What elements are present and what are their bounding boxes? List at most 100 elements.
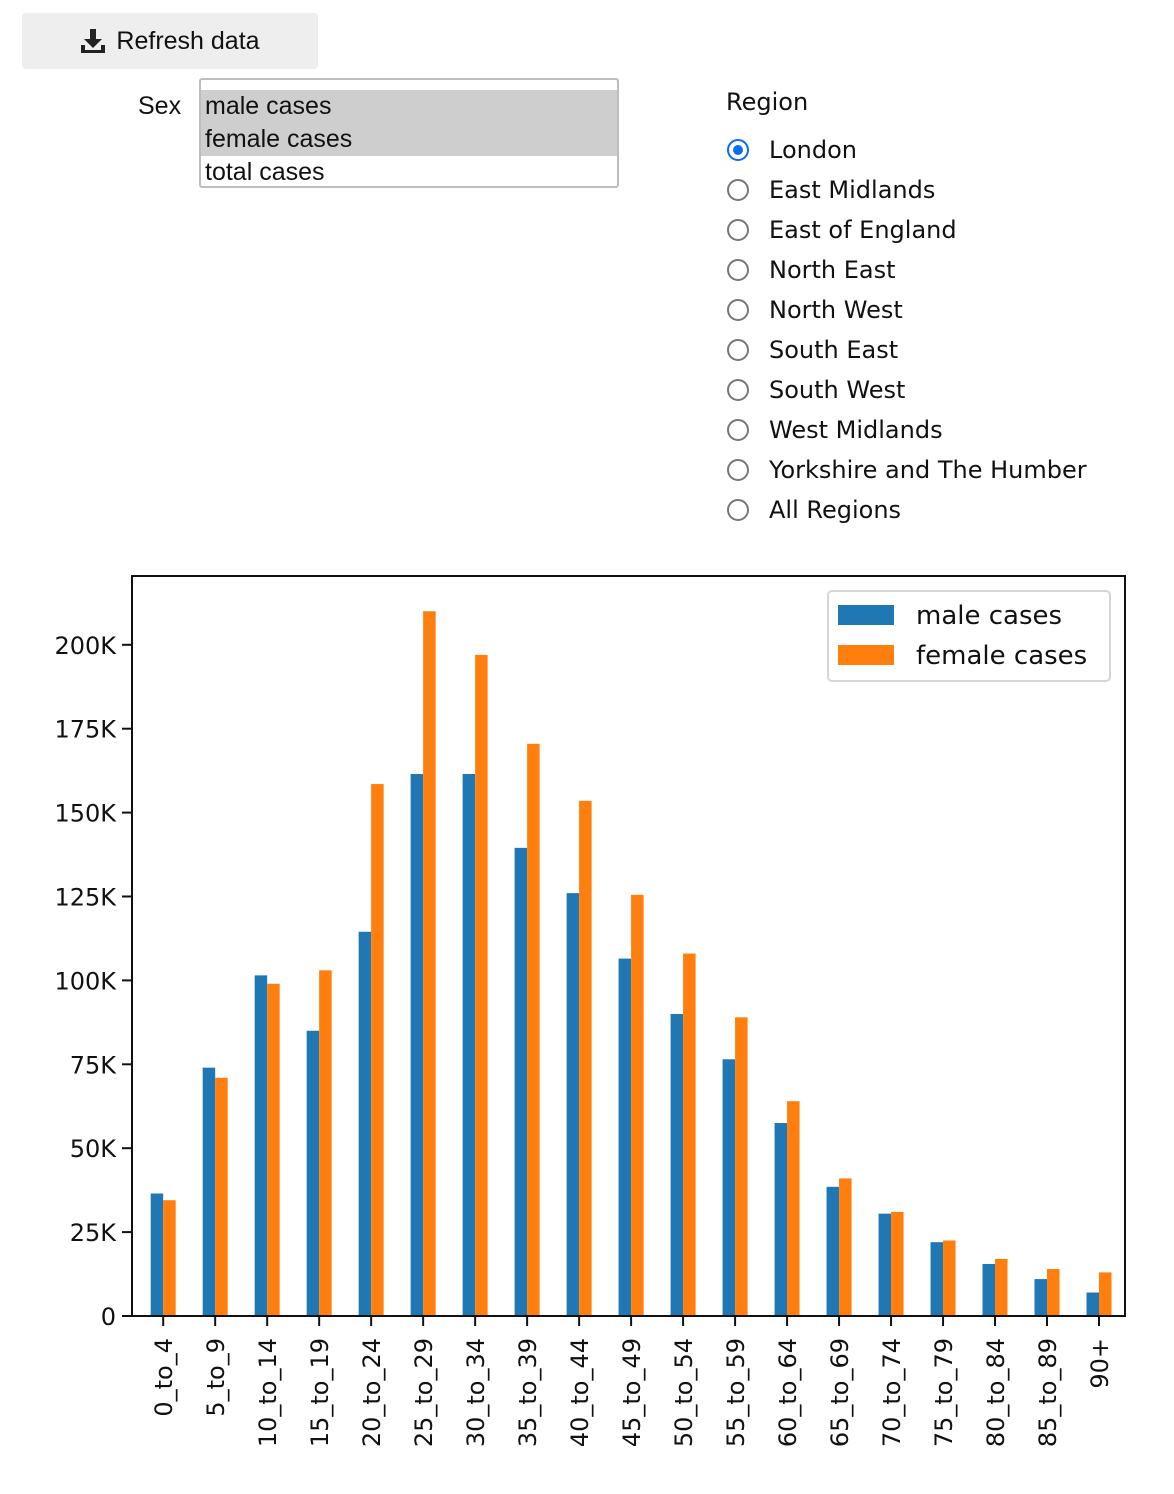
radio-button[interactable] [727, 499, 749, 521]
bar-male-cases-55_to_59 [722, 1059, 736, 1316]
x-tick-label: 40_to_44 [566, 1338, 594, 1447]
region-option-north-west[interactable]: North West [727, 290, 1087, 330]
sex-multiselect[interactable]: male cases female cases total cases [199, 78, 619, 188]
region-option-label: East of England [769, 216, 957, 244]
bar-male-cases-20_to_24 [358, 931, 372, 1316]
bar-male-cases-60_to_64 [774, 1123, 788, 1316]
x-tick-label: 0_to_4 [150, 1338, 178, 1417]
region-option-label: South East [769, 336, 899, 364]
bar-female-cases-55_to_59 [735, 1017, 748, 1316]
region-option-east-of-england[interactable]: East of England [727, 210, 1087, 250]
region-option-east-midlands[interactable]: East Midlands [727, 170, 1087, 210]
region-option-label: South West [769, 376, 906, 404]
bar-female-cases-90+ [1099, 1272, 1112, 1316]
radio-button[interactable] [727, 459, 749, 481]
legend-swatch-male-cases [838, 605, 894, 625]
y-tick-label: 175K [54, 716, 117, 744]
plot-frame [131, 575, 1126, 1317]
bar-female-cases-85_to_89 [1047, 1269, 1060, 1316]
bar-male-cases-85_to_89 [1034, 1279, 1048, 1316]
radio-button[interactable] [727, 419, 749, 441]
region-option-west-midlands[interactable]: West Midlands [727, 410, 1087, 450]
radio-button[interactable] [727, 219, 749, 241]
y-tick-label: 25K [70, 1219, 118, 1247]
bar-female-cases-15_to_19 [319, 970, 332, 1316]
region-option-label: North West [769, 296, 903, 324]
bar-male-cases-90+ [1086, 1292, 1100, 1316]
radio-button[interactable] [727, 179, 749, 201]
bar-female-cases-30_to_34 [475, 654, 488, 1316]
bar-female-cases-65_to_69 [839, 1178, 852, 1316]
bar-female-cases-75_to_79 [943, 1240, 956, 1316]
y-tick-label: 200K [54, 632, 117, 660]
region-option-south-east[interactable]: South East [727, 330, 1087, 370]
bar-female-cases-60_to_64 [787, 1101, 800, 1316]
bar-male-cases-15_to_19 [306, 1030, 320, 1316]
bar-male-cases-10_to_14 [254, 975, 268, 1316]
region-option-label: East Midlands [769, 176, 936, 204]
radio-button[interactable] [727, 139, 749, 161]
x-tick-label: 30_to_34 [462, 1338, 490, 1447]
x-tick-label: 25_to_29 [410, 1338, 438, 1447]
x-tick-label: 70_to_74 [878, 1338, 906, 1447]
bar-female-cases-10_to_14 [267, 983, 280, 1316]
bar-chart: 0 25K 50K 75K 100K 125K 150K 175K 200K 0_to_4 5_to… [54, 575, 1126, 1447]
bar-male-cases-70_to_74 [878, 1213, 892, 1316]
region-radio-group: London East Midlands East of England Nor… [727, 130, 1087, 530]
y-tick-label: 75K [70, 1051, 118, 1079]
sex-option-total-cases[interactable]: total cases [205, 158, 325, 186]
y-tick-label: 125K [54, 883, 117, 911]
sex-option-male-cases[interactable]: male cases [201, 90, 617, 123]
bar-male-cases-45_to_49 [618, 958, 632, 1316]
region-option-label: All Regions [769, 496, 902, 524]
download-icon [80, 28, 106, 54]
region-option-label: Yorkshire and The Humber [769, 456, 1087, 484]
bar-male-cases-80_to_84 [982, 1263, 996, 1316]
x-tick-label: 55_to_59 [722, 1338, 750, 1447]
y-tick-label: 150K [54, 800, 117, 828]
refresh-data-button[interactable]: Refresh data [22, 13, 318, 69]
legend-swatch-female-cases [838, 645, 894, 665]
bar-female-cases-40_to_44 [579, 800, 592, 1316]
bar-male-cases-65_to_69 [826, 1186, 840, 1316]
refresh-data-label: Refresh data [116, 26, 260, 55]
bar-male-cases-75_to_79 [930, 1242, 944, 1316]
bar-female-cases-0_to_4 [163, 1200, 176, 1316]
bar-female-cases-35_to_39 [527, 743, 540, 1316]
bar-female-cases-80_to_84 [995, 1258, 1008, 1316]
x-tick-label: 90+ [1086, 1338, 1114, 1389]
radio-button[interactable] [727, 299, 749, 321]
sex-option-female-cases[interactable]: female cases [201, 123, 617, 156]
bar-female-cases-50_to_54 [683, 953, 696, 1316]
x-tick-label: 45_to_49 [618, 1338, 646, 1447]
x-tick-label: 5_to_9 [202, 1338, 230, 1417]
y-tick-label: 100K [54, 967, 117, 995]
x-tick-label: 50_to_54 [670, 1338, 698, 1447]
radio-button[interactable] [727, 339, 749, 361]
bar-female-cases-70_to_74 [891, 1211, 904, 1316]
x-tick-label: 15_to_19 [306, 1338, 334, 1447]
radio-button[interactable] [727, 379, 749, 401]
y-tick-label: 0 [101, 1303, 116, 1331]
bar-male-cases-50_to_54 [670, 1013, 684, 1316]
region-option-south-west[interactable]: South West [727, 370, 1087, 410]
region-label: Region [726, 88, 809, 116]
x-tick-label: 85_to_89 [1034, 1338, 1062, 1447]
x-tick-label: 75_to_79 [930, 1338, 958, 1447]
bar-male-cases-40_to_44 [566, 893, 580, 1316]
region-option-north-east[interactable]: North East [727, 250, 1087, 290]
region-option-yorkshire[interactable]: Yorkshire and The Humber [727, 450, 1087, 490]
radio-button[interactable] [727, 259, 749, 281]
legend-label-female-cases: female cases [916, 641, 1087, 671]
region-option-label: West Midlands [769, 416, 943, 444]
region-option-london[interactable]: London [727, 130, 1087, 170]
region-option-all-regions[interactable]: All Regions [727, 490, 1087, 530]
x-tick-label: 65_to_69 [826, 1338, 854, 1447]
bar-female-cases-5_to_9 [215, 1077, 228, 1316]
bar-female-cases-45_to_49 [631, 894, 644, 1316]
x-tick-label: 20_to_24 [358, 1338, 386, 1447]
sex-label: Sex [138, 92, 182, 120]
region-option-label: North East [769, 256, 896, 284]
legend-label-male-cases: male cases [916, 601, 1062, 631]
x-tick-label: 10_to_14 [254, 1338, 282, 1447]
